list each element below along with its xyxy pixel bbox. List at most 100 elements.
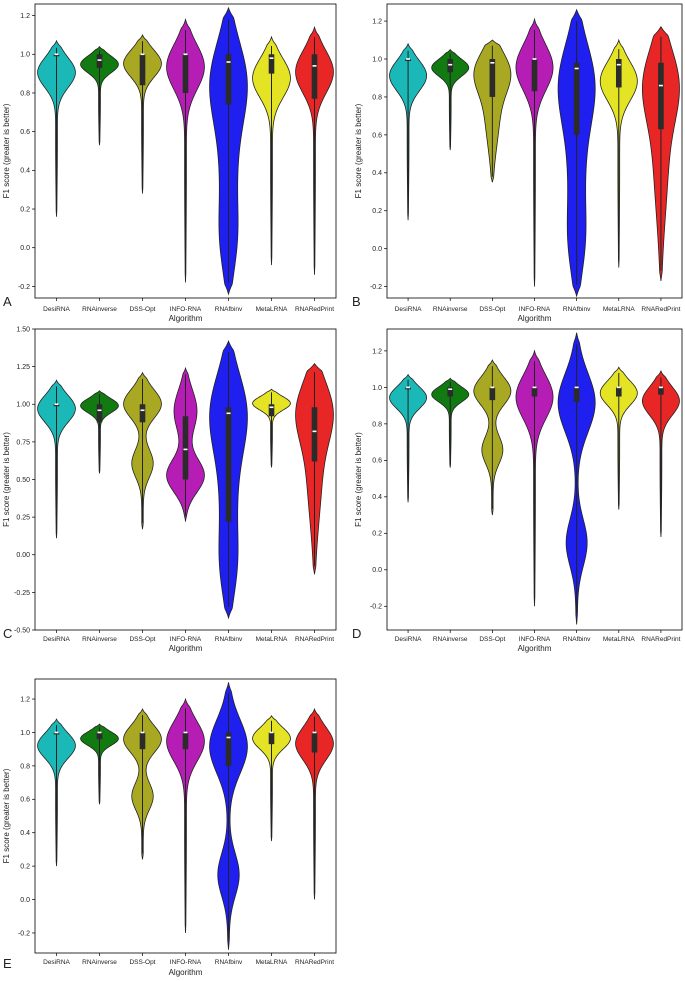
- violin-iqr-box: [573, 62, 580, 135]
- x-tick-label-metalrna: MetaLRNA: [256, 959, 288, 966]
- violin-iqr-box: [531, 59, 538, 92]
- panel-letter: D: [352, 626, 361, 641]
- y-tick-label: 0.4: [372, 494, 382, 501]
- violin-median-marker: [490, 386, 495, 389]
- violin-median-marker: [269, 406, 274, 409]
- y-tick-label: 1.25: [16, 364, 30, 371]
- violin-iqr-box: [405, 387, 411, 390]
- violin-info-rna: [515, 17, 554, 287]
- violin-iqr-box: [489, 387, 496, 401]
- y-tick-label: 0.2: [372, 208, 382, 215]
- violin-iqr-box: [615, 387, 622, 397]
- y-tick-label: 0.6: [20, 129, 30, 136]
- violin-iqr-box: [53, 54, 60, 57]
- x-tick-label-rnafbinv: RNAfbinv: [563, 306, 591, 313]
- y-tick-label: 0.75: [16, 439, 30, 446]
- x-tick-label-rnainverse: RNAinverse: [82, 306, 117, 313]
- violin-info-rna: [166, 697, 205, 933]
- y-tick-label: 0.6: [20, 797, 30, 804]
- y-tick-label: 0.8: [20, 763, 30, 770]
- x-axis-title: Algorithm: [169, 314, 203, 323]
- violin-info-rna: [166, 17, 205, 283]
- violin-iqr-box: [96, 732, 103, 740]
- x-tick-label-rnainverse: RNAinverse: [82, 636, 117, 643]
- violin-desirna: [389, 373, 428, 503]
- y-axis-title: F1 score (greater is better): [2, 432, 11, 527]
- y-tick-label: 1.00: [16, 402, 30, 409]
- violin-iqr-box: [268, 54, 275, 74]
- violin-median-marker: [616, 386, 621, 389]
- y-tick-label: 0.4: [20, 168, 30, 175]
- x-tick-label-dss-opt: DSS-Opt: [479, 306, 505, 313]
- violin-dss-opt: [123, 371, 162, 530]
- y-axis-title: F1 score (greater is better): [354, 432, 363, 527]
- x-tick-label-info-rna: INFO-RNA: [519, 306, 551, 313]
- x-tick-label-rnainverse: RNAinverse: [433, 636, 468, 643]
- y-tick-label: -0.2: [370, 604, 382, 611]
- violin-median-marker: [490, 62, 495, 64]
- y-tick-label: 1.2: [20, 696, 30, 703]
- chart-panel-b: -0.2 0.0 0.2 0.4 0.6 0.8 1.0 1.2 DesiRNA RNAinver…: [352, 3, 683, 323]
- y-tick-label: -0.2: [370, 284, 382, 291]
- violin-median-marker: [616, 63, 621, 66]
- violin-rnafbinv: [209, 6, 248, 296]
- y-tick-label: 0.0: [372, 246, 382, 253]
- x-tick-label-desirna: DesiRNA: [395, 636, 422, 643]
- violin-metalrna: [599, 38, 638, 268]
- violin-iqr-box: [53, 404, 60, 407]
- violin-median-marker: [312, 731, 317, 734]
- violin-info-rna: [166, 366, 205, 522]
- y-tick-label: 0.50: [16, 477, 30, 484]
- y-tick-label: 0.0: [372, 567, 382, 574]
- y-tick-label: 1.0: [372, 56, 382, 63]
- x-tick-label-rnainverse: RNAinverse: [82, 959, 117, 966]
- x-tick-label-dss-opt: DSS-Opt: [129, 636, 155, 643]
- violin-rnainverse: [80, 45, 119, 146]
- y-tick-label: 1.50: [16, 326, 30, 333]
- violin-iqr-box: [139, 54, 146, 86]
- violin-desirna: [37, 718, 76, 867]
- violin-median-marker: [574, 386, 579, 389]
- chart-panel-d: -0.2 0.0 0.2 0.4 0.6 0.8 1.0 1.2 DesiRNA RNAinver…: [352, 328, 683, 653]
- violin-iqr-box: [311, 732, 318, 753]
- y-tick-label: 0.25: [16, 515, 30, 522]
- violin-dss-opt: [123, 34, 162, 194]
- violin-rnainverse: [80, 723, 119, 805]
- x-tick-label-rnaredprint: RNARedPrint: [641, 636, 680, 643]
- violin-iqr-box: [489, 59, 496, 97]
- x-tick-label-info-rna: INFO-RNA: [519, 636, 551, 643]
- violin-rnafbinv: [557, 332, 596, 625]
- violin-iqr-box: [268, 732, 275, 745]
- violin-median-marker: [448, 63, 453, 66]
- violin-iqr-box: [225, 732, 232, 766]
- x-tick-label-info-rna: INFO-RNA: [170, 636, 202, 643]
- x-tick-label-info-rna: INFO-RNA: [170, 306, 202, 313]
- violin-rnaredprint: [641, 26, 680, 281]
- y-tick-label: 1.2: [372, 18, 382, 25]
- violin-median-marker: [54, 403, 59, 406]
- y-tick-label: 0.2: [20, 206, 30, 213]
- violin-iqr-box: [225, 54, 232, 105]
- x-tick-label-rnafbinv: RNAfbinv: [215, 636, 243, 643]
- x-tick-label-dss-opt: DSS-Opt: [479, 636, 505, 643]
- violin-median-marker: [97, 409, 102, 412]
- violin-rnafbinv: [557, 8, 596, 298]
- x-tick-label-rnaredprint: RNARedPrint: [295, 636, 334, 643]
- violin-median-marker: [532, 58, 537, 60]
- violin-rnafbinv: [209, 682, 248, 950]
- violin-dss-opt: [473, 359, 512, 516]
- violin-median-marker: [226, 412, 231, 415]
- violin-iqr-box: [615, 59, 622, 88]
- violin-rnainverse: [431, 48, 470, 151]
- violin-dss-opt: [123, 708, 162, 860]
- violin-metalrna: [252, 714, 291, 842]
- x-tick-label-metalrna: MetaLRNA: [603, 636, 635, 643]
- violin-rnainverse: [431, 377, 470, 468]
- y-tick-label: 1.0: [372, 385, 382, 392]
- x-tick-label-desirna: DesiRNA: [43, 959, 70, 966]
- violin-iqr-box: [139, 404, 146, 423]
- violin-iqr-box: [182, 416, 189, 480]
- violin-median-marker: [532, 386, 537, 389]
- violin-info-rna: [515, 349, 554, 607]
- y-tick-label: 0.00: [16, 552, 30, 559]
